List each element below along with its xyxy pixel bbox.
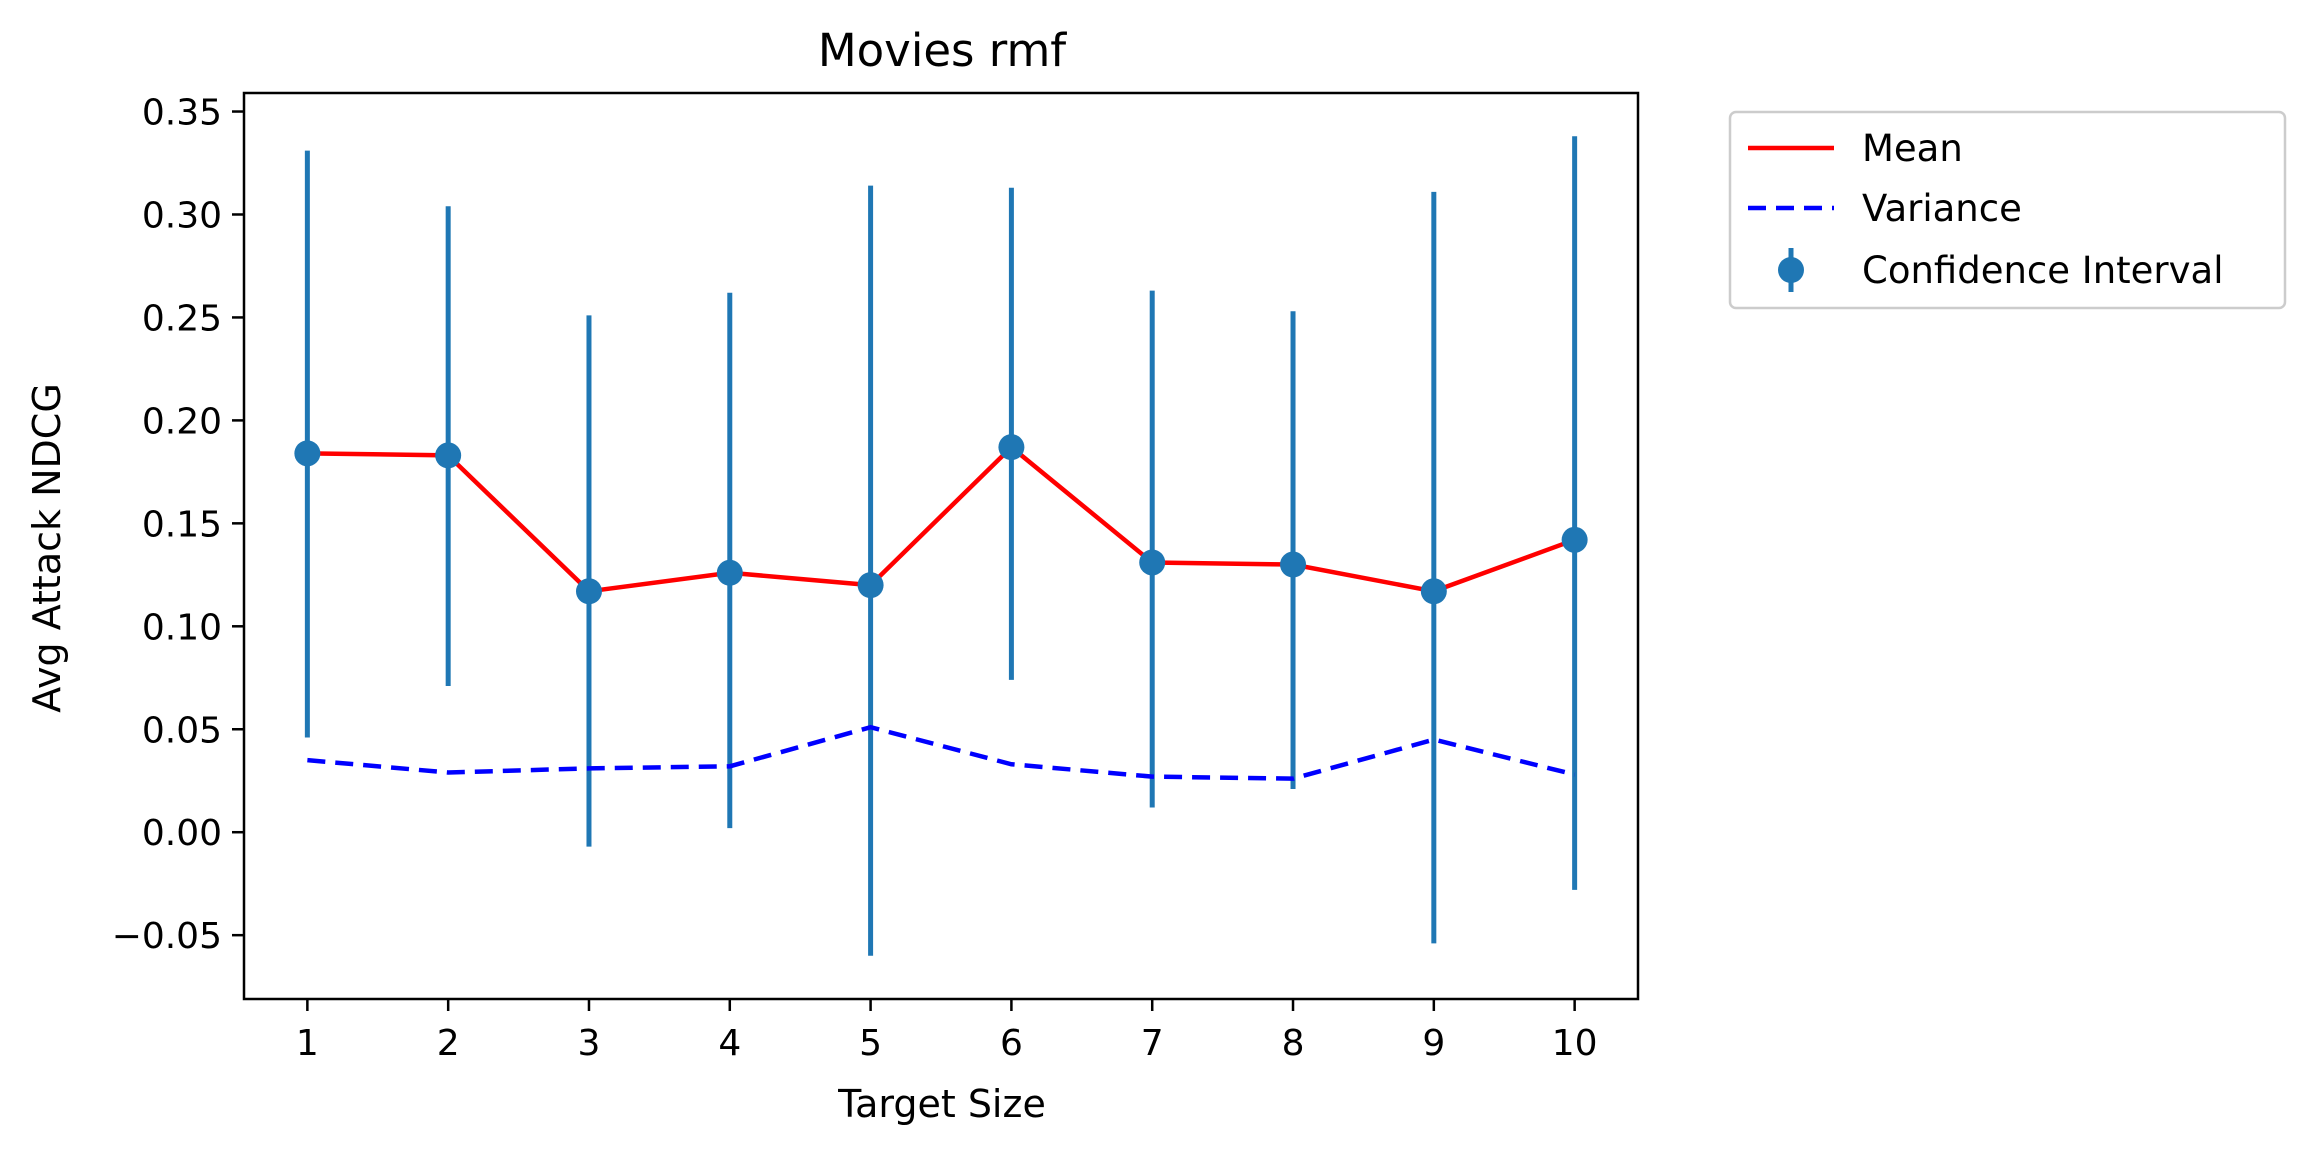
- y-tick-label: 0.00: [142, 813, 222, 854]
- legend: Mean Variance Confidence Interval: [1728, 110, 2287, 310]
- y-tick-label: 0.15: [142, 504, 222, 545]
- x-tick-label: 4: [718, 1023, 741, 1064]
- confidence-interval-point: [294, 440, 321, 467]
- variance-line: [307, 724, 1576, 781]
- x-tick-label: 9: [1422, 1023, 1445, 1064]
- mean-line: [307, 444, 1576, 594]
- confidence-interval-point: [435, 442, 462, 469]
- y-axis-label: Avg Attack NDCG: [25, 383, 69, 713]
- plot-area: [294, 136, 1588, 956]
- confidence-interval-point: [1139, 549, 1166, 576]
- legend-label: Variance: [1862, 187, 2022, 230]
- y-tick-label: −0.05: [112, 916, 222, 957]
- y-tick-label: 0.25: [142, 298, 222, 339]
- confidence-interval-point: [857, 572, 884, 599]
- x-tick-label: 2: [437, 1023, 460, 1064]
- x-tick-label: 10: [1552, 1023, 1598, 1064]
- legend-label: Confidence Interval: [1862, 249, 2224, 292]
- x-tick-label: 5: [859, 1023, 882, 1064]
- x-tick-label: 1: [296, 1023, 319, 1064]
- legend-label: Mean: [1862, 127, 1963, 170]
- x-tick-label: 8: [1282, 1023, 1305, 1064]
- confidence-interval-point: [998, 434, 1025, 461]
- y-tick-label: 0.10: [142, 607, 222, 648]
- legend-box: [1728, 110, 2287, 310]
- chart-title: Movies rmf: [818, 24, 1067, 77]
- confidence-interval-point: [1561, 526, 1588, 553]
- legend-swatch-ci-marker: [1778, 257, 1804, 283]
- y-axis: 0.35 0.30 0.25 0.20 0.15 0.10 0.05 0.00 −0.05: [112, 93, 244, 957]
- confidence-interval-point: [1280, 551, 1307, 578]
- x-tick-label: 3: [578, 1023, 601, 1064]
- confidence-interval-point: [575, 578, 602, 605]
- x-axis-label: Target Size: [837, 1082, 1046, 1126]
- y-tick-label: 0.20: [142, 401, 222, 442]
- axes-frame: [242, 91, 1640, 1001]
- x-tick-label: 6: [1000, 1023, 1023, 1064]
- y-tick-label: 0.30: [142, 195, 222, 236]
- confidence-interval-point: [716, 559, 743, 586]
- y-tick-label: 0.35: [142, 93, 222, 134]
- y-tick-label: 0.05: [142, 710, 222, 751]
- confidence-interval-point: [1420, 578, 1447, 605]
- x-axis: 1 2 3 4 5 6 7 8 9 10: [296, 999, 1598, 1064]
- x-tick-label: 7: [1141, 1023, 1164, 1064]
